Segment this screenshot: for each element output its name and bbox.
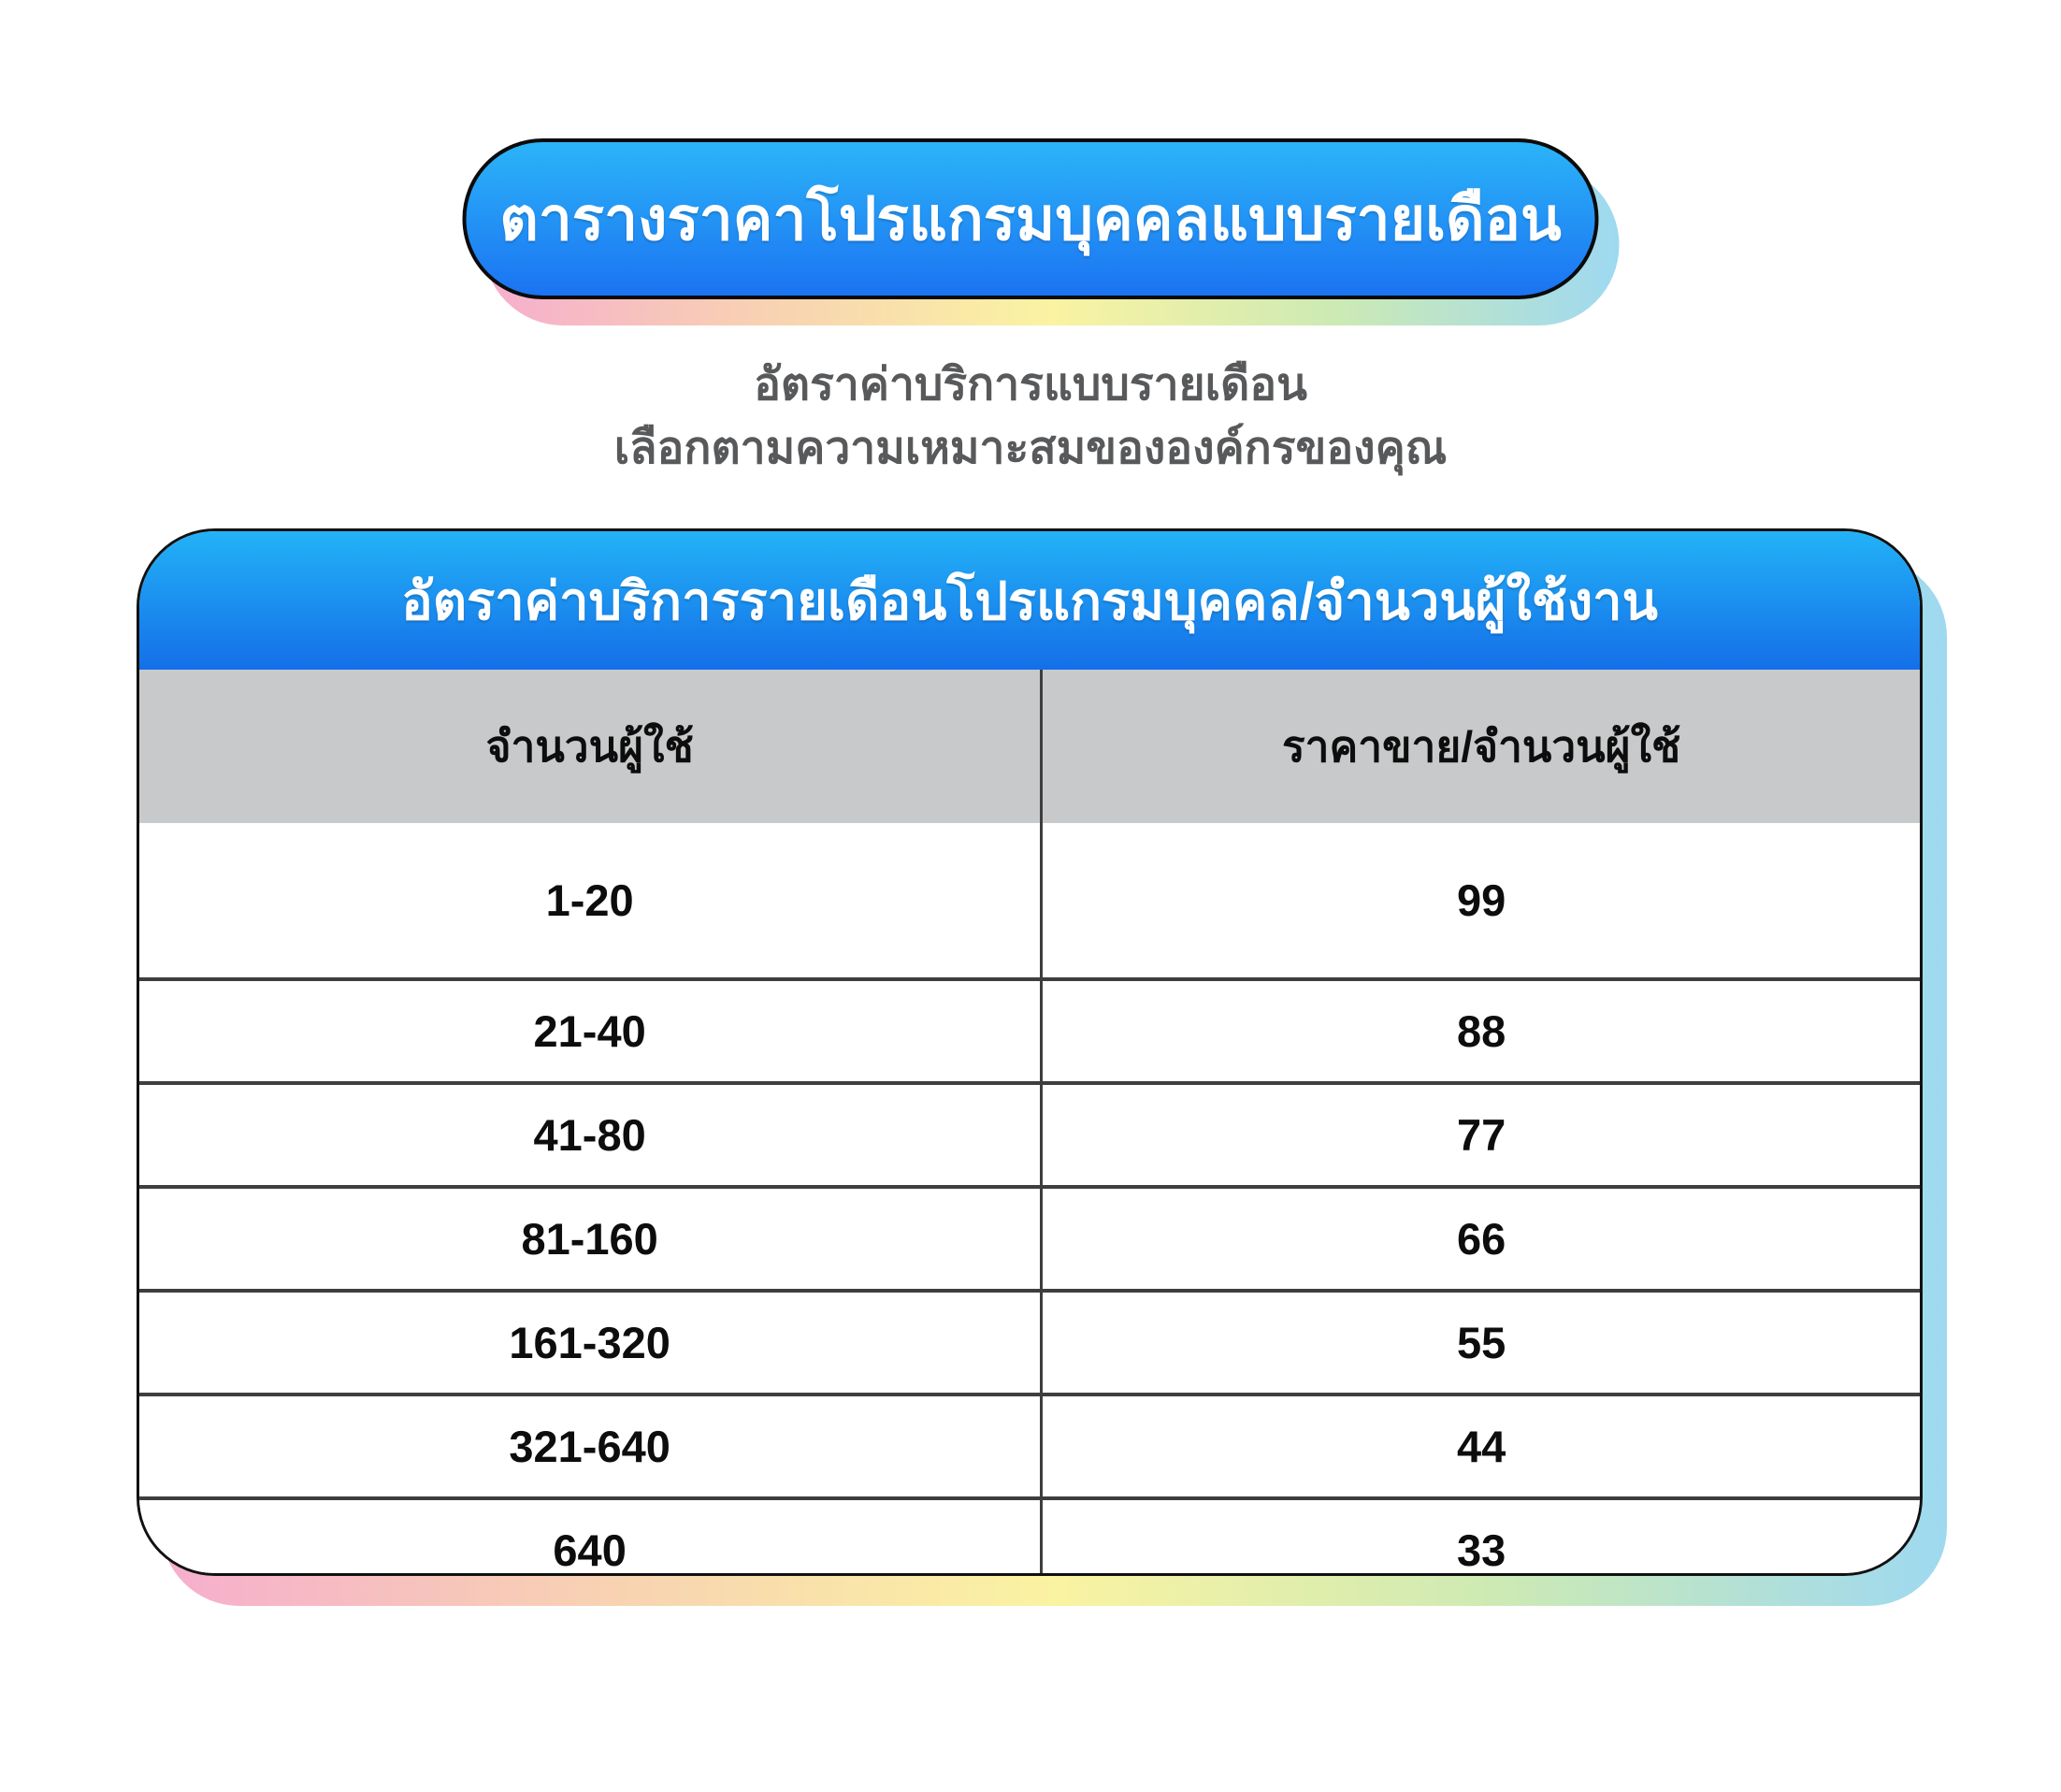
table-row: 321-640 44 (139, 1393, 1920, 1496)
price-cell: 66 (1456, 1214, 1506, 1264)
table-row: 640 33 (139, 1496, 1920, 1575)
table-column-headers: จำนวนผู้ใช้ ราคาขาย/จำนวนผู้ใช้ (139, 670, 1920, 823)
banner-pill: ตารางราคาโปรแกรมบุคคลแบบรายเดือน (462, 138, 1599, 299)
subtitle-line-2: เลือกตามความเหมาะสมขององค์กรของคุณ (613, 424, 1448, 474)
title-banner: ตารางราคาโปรแกรมบุคคลแบบรายเดือน (462, 138, 1620, 325)
table-row: 21-40 88 (139, 977, 1920, 1081)
table-title-bar: อัตราค่าบริการรายเดือนโปรแกรมบุคคล/จำนวน… (139, 531, 1920, 670)
price-cell: 55 (1456, 1318, 1506, 1367)
pricing-table: อัตราค่าบริการรายเดือนโปรแกรมบุคคล/จำนวน… (137, 528, 1923, 1576)
subtitle: อัตราค่าบริการแบบรายเดือน เลือกตามความเห… (0, 354, 2061, 481)
column-header-users: จำนวนผู้ใช้ (139, 670, 1044, 823)
users-cell: 161-320 (139, 1293, 1044, 1393)
users-cell: 21-40 (139, 981, 1044, 1081)
subtitle-line-1: อัตราค่าบริการแบบรายเดือน (754, 360, 1307, 410)
users-cell: 41-80 (139, 1085, 1044, 1185)
table-body: 1-20 99 21-40 88 41-80 77 81-160 66 161-… (139, 823, 1920, 1575)
price-cell: 99 (1456, 875, 1506, 925)
price-cell: 77 (1456, 1110, 1506, 1160)
table-title: อัตราค่าบริการรายเดือนโปรแกรมบุคคล/จำนวน… (401, 571, 1658, 630)
users-cell: 81-160 (139, 1189, 1044, 1289)
price-cell: 33 (1456, 1525, 1506, 1575)
pricing-table-card: อัตราค่าบริการรายเดือนโปรแกรมบุคคล/จำนวน… (137, 528, 1947, 1606)
users-cell: 321-640 (139, 1396, 1044, 1496)
price-cell: 44 (1456, 1422, 1506, 1471)
table-row: 41-80 77 (139, 1081, 1920, 1185)
table-row: 81-160 66 (139, 1185, 1920, 1289)
page-title: ตารางราคาโปรแกรมบุคคลแบบรายเดือน (499, 185, 1562, 253)
table-row: 161-320 55 (139, 1289, 1920, 1393)
table-row: 1-20 99 (139, 823, 1920, 977)
column-header-price: ราคาขาย/จำนวนผู้ใช้ (1281, 721, 1681, 771)
users-cell: 1-20 (139, 823, 1044, 977)
users-cell: 640 (139, 1500, 1044, 1573)
price-cell: 88 (1456, 1006, 1506, 1056)
